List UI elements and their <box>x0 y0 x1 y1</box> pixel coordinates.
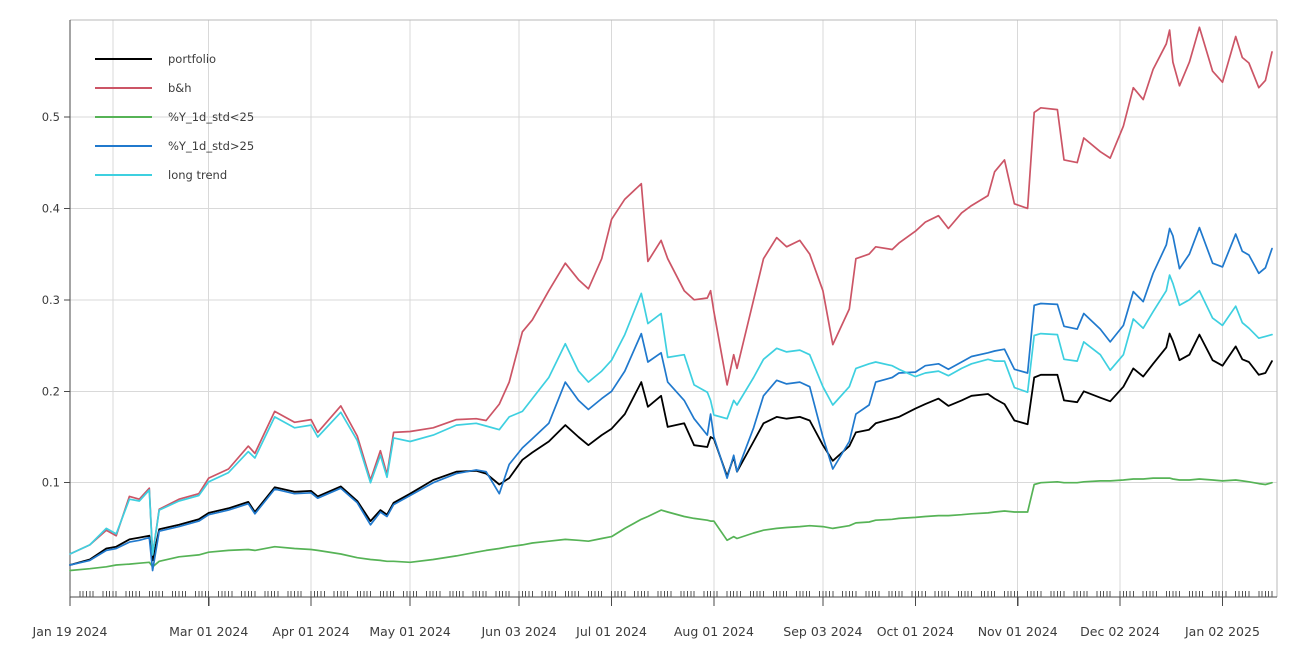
x-tick-label: Dec 02 2024 <box>1080 624 1160 639</box>
chart-legend: portfolio b&h %Y_1d_std<25 %Y_1d_std>25 … <box>95 44 254 189</box>
series-line-long-trend <box>69 274 1273 556</box>
y-tick-label: 0.3 <box>42 293 60 307</box>
x-tick-label: Jan 19 2024 <box>32 624 108 639</box>
y-tick-label: 0.5 <box>42 110 60 124</box>
legend-item-std-gt25: %Y_1d_std>25 <box>95 131 254 160</box>
legend-item-long-trend: long trend <box>95 160 254 189</box>
legend-label: %Y_1d_std>25 <box>168 138 255 153</box>
legend-label: portfolio <box>168 51 217 66</box>
series-line--y-1d-std-25 <box>69 477 1273 572</box>
legend-label: %Y_1d_std<25 <box>168 109 255 124</box>
x-tick-label: Aug 01 2024 <box>674 624 754 639</box>
std-gt25-line-swatch <box>95 144 152 147</box>
x-tick-label: Nov 01 2024 <box>978 624 1058 639</box>
y-tick-label: 0.1 <box>42 476 60 490</box>
legend-item-bh: b&h <box>95 73 254 102</box>
x-tick-label: Sep 03 2024 <box>783 624 862 639</box>
y-tick-label: 0.2 <box>42 384 60 398</box>
x-tick-label: Oct 01 2024 <box>877 624 954 639</box>
x-tick-label: Jul 01 2024 <box>575 624 647 639</box>
x-tick-label: Jun 03 2024 <box>480 624 556 639</box>
x-tick-label: Apr 01 2024 <box>272 624 349 639</box>
portfolio-line-swatch <box>95 57 152 60</box>
y-tick-label: 0.4 <box>42 201 60 215</box>
series-line--y-1d-std-25 <box>69 226 1273 572</box>
std-lt25-line-swatch <box>95 115 152 118</box>
series-line-b-h <box>69 26 1273 556</box>
legend-label: long trend <box>168 167 228 182</box>
long-trend-line-swatch <box>95 173 152 176</box>
legend-item-std-lt25: %Y_1d_std<25 <box>95 102 254 131</box>
x-tick-label: Jan 02 2025 <box>1184 624 1260 639</box>
bh-line-swatch <box>95 86 152 89</box>
x-tick-label: Mar 01 2024 <box>169 624 248 639</box>
legend-item-portfolio: portfolio <box>95 44 254 73</box>
x-tick-label: May 01 2024 <box>369 624 451 639</box>
legend-label: b&h <box>168 80 192 95</box>
